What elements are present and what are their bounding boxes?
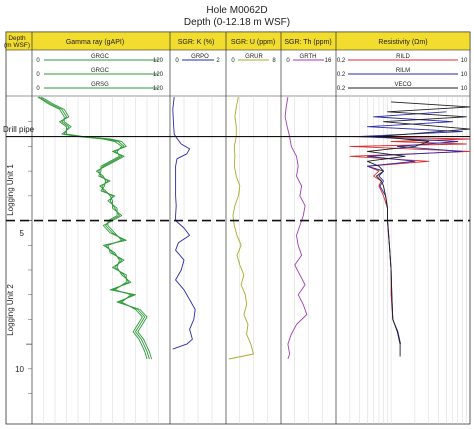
- track-title-u: SGR: U (ppm): [231, 39, 275, 46]
- header-band: [5, 31, 471, 51]
- legend-rilm-max: 10: [461, 72, 468, 78]
- series-line-grth: [284, 96, 308, 360]
- legend-grur-min: 0: [231, 58, 235, 64]
- legend-grth-min: 0: [286, 58, 290, 64]
- legend-rilm-name: RILM: [396, 68, 410, 74]
- depth-label-line1: Depth: [8, 35, 26, 42]
- legend-grpo-min: 0: [175, 58, 179, 64]
- legend-veco-name: VECO: [394, 82, 411, 88]
- legend-rild-max: 10: [461, 58, 468, 64]
- legend-grur-name: GRUR: [245, 54, 263, 60]
- legend-grgc-2-max: 120: [153, 72, 164, 78]
- grid-layer: [5, 31, 471, 425]
- legend-rild-min: 0.2: [337, 58, 346, 64]
- legend-grur-max: 8: [272, 58, 276, 64]
- legend-grgc-1-max: 120: [153, 58, 164, 64]
- legend-grsg-max: 120: [153, 86, 164, 92]
- legend-rilm-min: 0.2: [337, 72, 346, 78]
- track-title-k: SGR: K (%): [178, 39, 215, 46]
- track-header: Depth (m WSF) Gamma ray (gAPI) SGR: K (%…: [4, 35, 468, 92]
- figure-title: Hole M0062D: [206, 5, 267, 16]
- legend-veco-min: 0.2: [337, 86, 346, 92]
- legend-grgc-1-min: 0: [36, 58, 40, 64]
- series-line-grur: [228, 96, 254, 360]
- legend-grsg-name: GRSG: [91, 82, 109, 88]
- legend-grth-max: 16: [325, 58, 332, 64]
- series-line-grsg: [37, 96, 153, 360]
- legend-grgc-1-name: GRGC: [91, 54, 110, 60]
- series-line-grgc: [40, 96, 148, 360]
- legend-grpo-name: GRPO: [191, 54, 209, 60]
- legend-grgc-2-name: GRGC: [91, 68, 110, 74]
- figure-subtitle: Depth (0-12.18 m WSF): [184, 17, 290, 28]
- legend-grpo-max: 2: [216, 58, 220, 64]
- legend-rild-name: RILD: [396, 54, 410, 60]
- drill-pipe-label: Drill pipe: [3, 125, 35, 134]
- curve-layer: [6, 96, 471, 360]
- depth-tick-5: 5: [20, 229, 25, 238]
- annotation-layer: Drill pipe Logging Unit 1 Logging Unit 2…: [3, 125, 35, 374]
- logging-unit-1-label: Logging Unit 1: [6, 164, 15, 216]
- legend-veco-max: 10: [461, 86, 468, 92]
- legend-grth-name: GRTH: [300, 54, 317, 60]
- logging-unit-2-label: Logging Unit 2: [6, 284, 15, 336]
- depth-label-line2: (m WSF): [4, 42, 30, 49]
- track-title-resistivity: Resistivity (Ωm): [378, 39, 427, 46]
- track-title-th: SGR: Th (ppm): [284, 39, 331, 46]
- figure-frame: [5, 31, 471, 425]
- legend-grsg-min: 0: [36, 86, 40, 92]
- depth-tick-10: 10: [15, 365, 24, 374]
- track-title-gamma: Gamma ray (gAPI): [66, 39, 124, 46]
- series-line-veco: [366, 101, 471, 357]
- legend-grgc-2-min: 0: [36, 72, 40, 78]
